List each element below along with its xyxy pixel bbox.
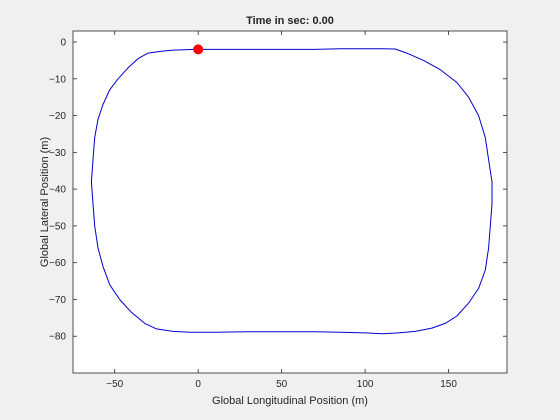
plot-area <box>73 31 507 373</box>
axes-frame <box>72 30 508 374</box>
plot-lines <box>90 44 493 335</box>
y-tick-label: −80 <box>49 332 66 343</box>
x-tick-label: 0 <box>195 379 201 390</box>
y-tick-label: −50 <box>49 221 66 232</box>
y-tick-label: −20 <box>49 111 66 122</box>
y-tick-label: −30 <box>49 148 66 159</box>
vehicle-position-marker <box>193 44 204 55</box>
x-tick-label: 50 <box>276 379 288 390</box>
y-tick-label: −10 <box>49 74 66 85</box>
x-tick-label: −50 <box>106 379 123 390</box>
chart-title: Time in sec: 0.00 <box>246 15 334 27</box>
y-tick-label: −60 <box>49 258 66 269</box>
x-tick-label: 100 <box>357 379 374 390</box>
y-axis-label: Global Lateral Position (m) <box>39 137 51 267</box>
x-axis-label: Global Longitudinal Position (m) <box>212 395 368 407</box>
axis-ticks: −50 0 50 100 150 0 −10 −20 −30 −40 −50 −60 −70 −80 <box>49 31 507 390</box>
trajectory-line <box>90 48 493 335</box>
y-tick-label: −70 <box>49 295 66 306</box>
y-tick-label: 0 <box>60 38 66 49</box>
x-tick-label: 150 <box>440 379 457 390</box>
y-tick-label: −40 <box>49 185 66 196</box>
